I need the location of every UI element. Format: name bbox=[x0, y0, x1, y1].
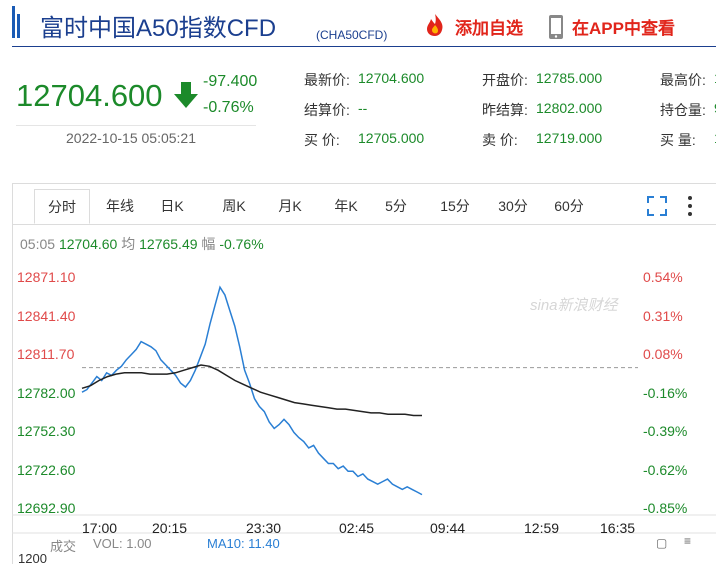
down-arrow-icon bbox=[172, 80, 200, 115]
quote-value: -- bbox=[358, 100, 368, 116]
fullscreen-icon[interactable] bbox=[646, 195, 668, 217]
info-time: 05:05 bbox=[20, 236, 56, 252]
volume-tick: 1200 bbox=[18, 551, 47, 566]
fire-icon bbox=[422, 12, 448, 38]
title-bar-icon bbox=[12, 6, 20, 38]
price-change-pct: -0.76% bbox=[203, 99, 254, 116]
y-tick-left: 12871.10 bbox=[17, 269, 76, 285]
quote-label: 开盘价: bbox=[482, 72, 528, 88]
tab-1[interactable]: 年线 bbox=[106, 198, 134, 214]
quote-label: 卖 价: bbox=[482, 132, 518, 148]
x-tick: 16:35 bbox=[600, 520, 636, 536]
collapse-icon[interactable]: ▢ bbox=[656, 536, 668, 550]
info-avg: 12765.49 bbox=[139, 236, 198, 252]
quote-value: 1 bbox=[714, 130, 716, 146]
volume-value: VOL: 1.00 bbox=[93, 536, 152, 551]
tab-0[interactable]: 分时 bbox=[34, 189, 90, 224]
y-tick-left: 12782.00 bbox=[17, 384, 76, 401]
tab-4[interactable]: 月K bbox=[278, 198, 302, 214]
chart-panel bbox=[12, 183, 716, 564]
x-tick: 23:30 bbox=[246, 520, 282, 536]
tab-9[interactable]: 60分 bbox=[554, 198, 584, 214]
add-watchlist-button[interactable]: 添加自选 bbox=[455, 19, 523, 38]
view-in-app-button[interactable]: 在APP中查看 bbox=[572, 19, 675, 38]
quote-value: 12704.600 bbox=[358, 70, 425, 86]
info-price: 12704.60 bbox=[58, 236, 118, 252]
y-tick-right: 0.08% bbox=[643, 346, 683, 362]
y-tick-left: 12692.90 bbox=[17, 500, 76, 516]
y-tick-right: -0.16% bbox=[643, 384, 688, 401]
tab-3[interactable]: 周K bbox=[222, 198, 246, 214]
quote-label: 最高价: bbox=[660, 72, 706, 88]
tab-divider bbox=[12, 224, 716, 225]
quote-label: 昨结算: bbox=[482, 102, 528, 118]
quote-label: 结算价: bbox=[304, 102, 350, 118]
tab-2[interactable]: 日K bbox=[160, 198, 184, 214]
info-pct: -0.76% bbox=[219, 236, 264, 252]
info-pct-label: 幅 bbox=[201, 236, 216, 252]
current-price: 12704.600 bbox=[16, 78, 163, 113]
symbol-code: (CHA50CFD) bbox=[316, 28, 388, 42]
quote-value: 1 bbox=[714, 70, 716, 86]
quote-label: 最新价: bbox=[304, 72, 350, 88]
y-tick-left: 12811.70 bbox=[17, 346, 75, 362]
x-tick: 02:45 bbox=[339, 520, 375, 536]
info-avg-label: 均 bbox=[121, 236, 136, 252]
y-tick-right: -0.62% bbox=[643, 461, 688, 478]
quote-label: 买 量: bbox=[660, 132, 696, 148]
quote-label: 买 价: bbox=[304, 132, 340, 148]
watermark: sina新浪财经 bbox=[530, 297, 618, 314]
quote-value: 12705.000 bbox=[358, 130, 425, 146]
y-tick-left: 12722.60 bbox=[17, 461, 76, 478]
y-tick-right: -0.85% bbox=[643, 500, 688, 516]
tab-8[interactable]: 30分 bbox=[498, 198, 528, 214]
header: 富时中国A50指数CFD (CHA50CFD) 添加自选 在APP中查看 bbox=[0, 0, 716, 46]
quote-label: 持仓量: bbox=[660, 102, 706, 118]
y-tick-right: 0.54% bbox=[643, 269, 683, 285]
price-change: -97.400 bbox=[203, 73, 258, 90]
x-tick: 12:59 bbox=[524, 520, 560, 536]
divider bbox=[16, 125, 256, 126]
y-tick-right: 0.31% bbox=[643, 307, 683, 324]
volume-ma: MA10: 11.40 bbox=[207, 536, 280, 551]
crosshair-info: 05:05 12704.60 均 12765.49 幅 -0.76% bbox=[20, 234, 264, 254]
y-tick-left: 12752.30 bbox=[17, 423, 76, 439]
tab-6[interactable]: 5分 bbox=[385, 198, 407, 214]
more-icon[interactable] bbox=[684, 195, 696, 217]
drag-icon[interactable]: ≡ bbox=[684, 534, 692, 548]
tab-7[interactable]: 15分 bbox=[440, 198, 470, 214]
page-title: 富时中国A50指数CFD bbox=[40, 15, 277, 42]
header-divider bbox=[12, 46, 716, 47]
quote-value: 12719.000 bbox=[536, 130, 603, 146]
chart-tabs: 分时 年线 日K 周K 月K 年K 5分 15分 30分 60分 bbox=[12, 189, 716, 224]
quote-value: 12802.000 bbox=[536, 100, 603, 116]
quote-value: 9 bbox=[714, 100, 716, 116]
phone-icon bbox=[547, 13, 565, 41]
x-tick: 09:44 bbox=[430, 520, 466, 536]
price-line bbox=[81, 285, 423, 496]
y-tick-right: -0.39% bbox=[643, 423, 688, 439]
volume-label: 成交 bbox=[50, 539, 77, 554]
quote-value: 12785.000 bbox=[536, 70, 603, 86]
x-tick: 17:00 bbox=[82, 520, 118, 536]
x-tick: 20:15 bbox=[152, 520, 188, 536]
avg-line bbox=[81, 364, 422, 417]
y-tick-left: 12841.40 bbox=[17, 307, 76, 324]
quote-time: 2022-10-15 05:05:21 bbox=[66, 130, 196, 146]
tab-5[interactable]: 年K bbox=[334, 198, 358, 214]
